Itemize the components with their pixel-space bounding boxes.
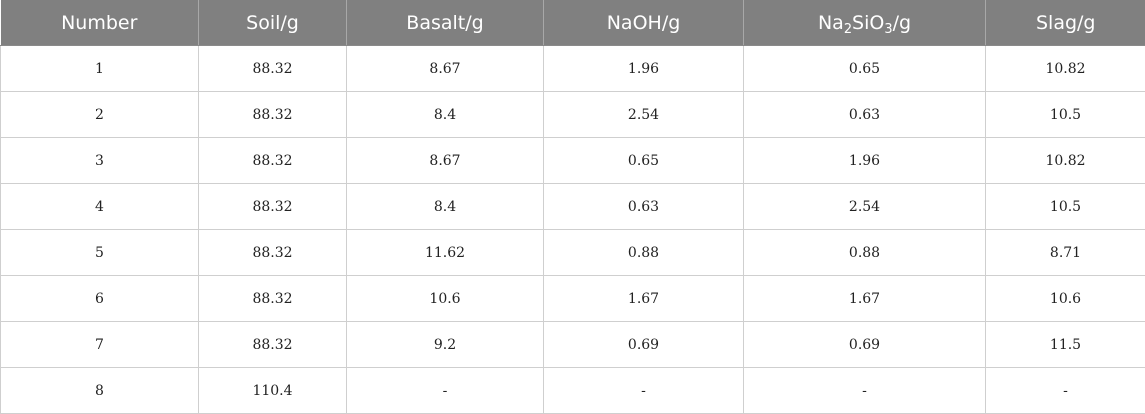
cell-sodium-silicate: 0.63 — [744, 92, 986, 138]
table-row: 5 88.32 11.62 0.88 0.88 8.71 — [1, 230, 1145, 276]
table-row: 6 88.32 10.6 1.67 1.67 10.6 — [1, 276, 1145, 322]
cell-slag: 11.5 — [986, 322, 1145, 368]
cell-basalt: 9.2 — [347, 322, 544, 368]
cell-number: 6 — [1, 276, 199, 322]
header-sodium-silicate: Na2SiO3/g — [744, 0, 986, 46]
cell-basalt: 10.6 — [347, 276, 544, 322]
cell-basalt: 8.67 — [347, 46, 544, 92]
cell-soil: 88.32 — [199, 322, 347, 368]
cell-number: 1 — [1, 46, 199, 92]
table-row: 1 88.32 8.67 1.96 0.65 10.82 — [1, 46, 1145, 92]
cell-slag: 10.5 — [986, 92, 1145, 138]
header-sodium-silicate-sio: SiO — [852, 12, 884, 34]
cell-slag: 10.82 — [986, 46, 1145, 92]
cell-naoh: 0.69 — [544, 322, 744, 368]
header-sodium-silicate-sub-2: 2 — [844, 21, 852, 36]
table-row: 3 88.32 8.67 0.65 1.96 10.82 — [1, 138, 1145, 184]
cell-number: 2 — [1, 92, 199, 138]
cell-sodium-silicate: - — [744, 368, 986, 414]
cell-sodium-silicate: 0.69 — [744, 322, 986, 368]
cell-soil: 88.32 — [199, 184, 347, 230]
cell-slag: 8.71 — [986, 230, 1145, 276]
header-basalt: Basalt/g — [347, 0, 544, 46]
cell-number: 4 — [1, 184, 199, 230]
cell-number: 8 — [1, 368, 199, 414]
cell-naoh: 0.63 — [544, 184, 744, 230]
cell-naoh: 0.65 — [544, 138, 744, 184]
cell-soil: 88.32 — [199, 46, 347, 92]
cell-slag: 10.5 — [986, 184, 1145, 230]
cell-naoh: 1.67 — [544, 276, 744, 322]
cell-naoh: - — [544, 368, 744, 414]
cell-naoh: 0.88 — [544, 230, 744, 276]
header-slag: Slag/g — [986, 0, 1145, 46]
cell-sodium-silicate: 1.96 — [744, 138, 986, 184]
header-sodium-silicate-unit: /g — [893, 12, 911, 34]
cell-number: 3 — [1, 138, 199, 184]
cell-soil: 88.32 — [199, 138, 347, 184]
cell-number: 7 — [1, 322, 199, 368]
cell-soil: 88.32 — [199, 276, 347, 322]
cell-slag: - — [986, 368, 1145, 414]
header-naoh: NaOH/g — [544, 0, 744, 46]
cell-soil: 110.4 — [199, 368, 347, 414]
cell-slag: 10.6 — [986, 276, 1145, 322]
table-row: 8 110.4 - - - - — [1, 368, 1145, 414]
table-row: 7 88.32 9.2 0.69 0.69 11.5 — [1, 322, 1145, 368]
header-soil: Soil/g — [199, 0, 347, 46]
header-row: Number Soil/g Basalt/g NaOH/g Na2SiO3/g … — [1, 0, 1145, 46]
cell-sodium-silicate: 0.65 — [744, 46, 986, 92]
cell-sodium-silicate: 1.67 — [744, 276, 986, 322]
cell-soil: 88.32 — [199, 92, 347, 138]
table-row: 2 88.32 8.4 2.54 0.63 10.5 — [1, 92, 1145, 138]
cell-basalt: 8.67 — [347, 138, 544, 184]
cell-soil: 88.32 — [199, 230, 347, 276]
cell-naoh: 1.96 — [544, 46, 744, 92]
cell-naoh: 2.54 — [544, 92, 744, 138]
table-row: 4 88.32 8.4 0.63 2.54 10.5 — [1, 184, 1145, 230]
cell-number: 5 — [1, 230, 199, 276]
cell-slag: 10.82 — [986, 138, 1145, 184]
cell-sodium-silicate: 0.88 — [744, 230, 986, 276]
cell-basalt: - — [347, 368, 544, 414]
cell-basalt: 8.4 — [347, 92, 544, 138]
header-sodium-silicate-sub-3: 3 — [884, 21, 892, 36]
cell-basalt: 8.4 — [347, 184, 544, 230]
header-number: Number — [1, 0, 199, 46]
cell-sodium-silicate: 2.54 — [744, 184, 986, 230]
header-sodium-silicate-na: Na — [818, 12, 844, 34]
cell-basalt: 11.62 — [347, 230, 544, 276]
